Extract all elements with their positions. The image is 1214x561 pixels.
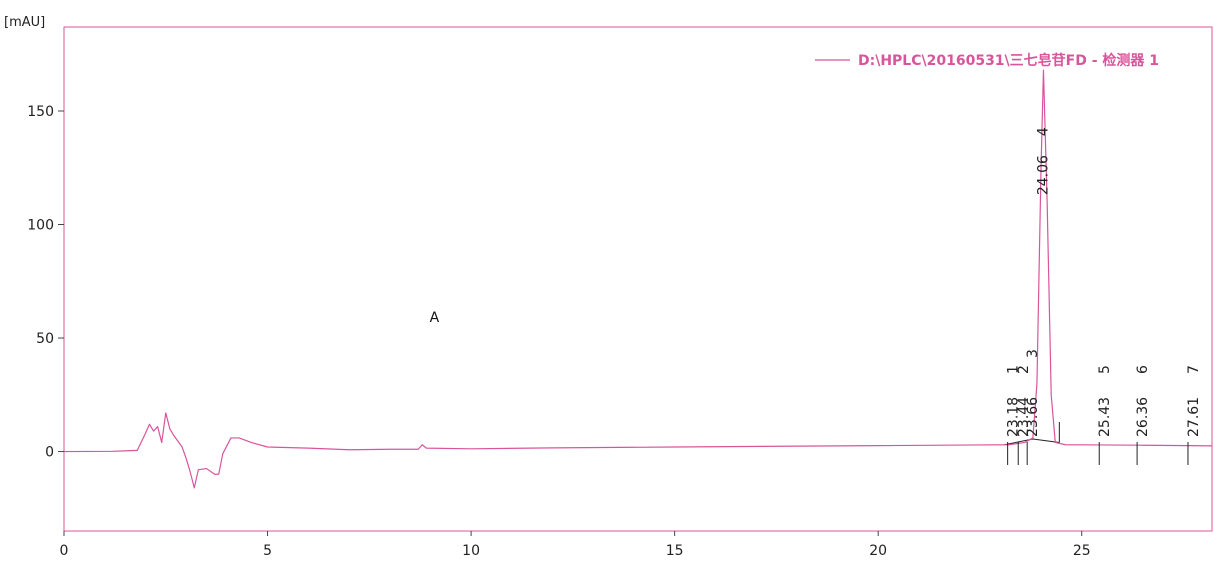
peak-rt-label: 24.06 [1035, 155, 1051, 195]
baseline-line [1004, 438, 1060, 446]
peak-number-label: 5 [1097, 365, 1113, 374]
series-layer [63, 69, 1213, 489]
peak-rt-label: 23.66 [1025, 397, 1041, 437]
x-tick-label: 15 [666, 543, 684, 559]
peak-number-label: 7 [1186, 365, 1202, 374]
peak-rt-label: 26.36 [1135, 397, 1151, 437]
peak-rt-label: 25.43 [1097, 397, 1113, 437]
annotation-a: A [430, 310, 440, 326]
y-tick-label: 50 [36, 331, 54, 347]
peak-rt-label: 27.61 [1186, 397, 1202, 437]
integration-baseline [1004, 438, 1060, 446]
y-tick-label: 100 [27, 218, 54, 234]
legend-label: D:\HPLC\20160531\三七皂苷FD - 检测器 1 [858, 52, 1159, 69]
y-tick-label: 150 [27, 104, 54, 120]
x-tick-label: 5 [263, 543, 272, 559]
plot-frame [63, 26, 1213, 532]
peak-number-label: 3 [1025, 349, 1041, 358]
peak-markers: 23.18 1 23.44 2 23.66 3 24.06 4 25.43 5 26.36 6 27.6… [1006, 127, 1202, 465]
axes: 0 5 10 15 20 25 0 50 100 150 [27, 104, 1090, 559]
x-tick-label: 10 [462, 543, 480, 559]
peak-rt-label: 23.44 [1016, 397, 1032, 437]
legend: D:\HPLC\20160531\三七皂苷FD - 检测器 1 [815, 52, 1159, 69]
peak-rt-label: 23.18 [1006, 397, 1022, 437]
peak-number-label: 1 [1006, 365, 1022, 374]
y-axis-unit: [mAU] [4, 15, 45, 30]
peak-number-label: 2 [1016, 365, 1032, 374]
x-tick-label: 20 [869, 543, 887, 559]
peak-number-label: 6 [1135, 365, 1151, 374]
y-tick-label: 0 [45, 445, 54, 461]
x-tick-label: 0 [60, 543, 69, 559]
x-tick-label: 25 [1073, 543, 1091, 559]
peak-number-label: 4 [1035, 127, 1051, 136]
series-line [63, 69, 1213, 489]
